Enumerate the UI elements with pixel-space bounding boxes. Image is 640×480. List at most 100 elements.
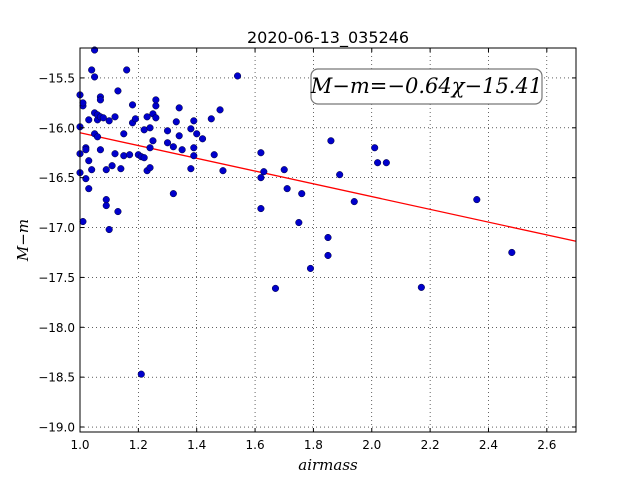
annotation-box [310,68,543,105]
data-point [82,146,90,154]
data-point [350,198,358,206]
data-point [234,72,242,80]
data-point [374,159,382,167]
data-point [105,117,113,125]
data-point [108,162,116,170]
data-point [193,130,201,138]
data-point [257,174,265,182]
data-point [102,166,110,174]
x-tick-label: 1.4 [187,438,206,452]
y-tick-label: −16.0 [38,121,75,135]
data-point [198,135,207,143]
x-tick-label: 2.0 [362,438,381,452]
data-point [102,196,110,204]
y-tick-label: −16.5 [38,171,75,185]
data-point [178,146,186,154]
data-point [219,167,227,175]
x-tick-label: 1.6 [246,438,265,452]
data-point [143,113,151,121]
x-tick-label: 2.4 [479,438,498,452]
data-point [88,66,96,74]
data-point [85,185,93,193]
data-point [216,106,224,114]
data-point [146,124,154,132]
data-point [91,73,99,81]
data-point [111,150,119,158]
x-axis-label: airmass [298,456,358,474]
data-point [336,171,344,179]
data-point [324,233,332,242]
data-point [295,218,303,227]
x-tick-label: 1.0 [70,438,89,452]
data-point [187,125,195,133]
data-point [172,118,180,126]
data-point [120,130,128,138]
data-point [85,116,93,124]
data-point [169,190,177,198]
data-point [508,248,516,257]
data-point [271,284,280,292]
data-point [327,137,335,145]
data-point [99,114,107,122]
data-point [114,208,122,216]
data-point [473,196,481,204]
data-point [169,143,177,151]
ticks: 1.0 1.2 1.4 1.6 1.8 2.0 2.2 2.4 2.6 −15.5 −16.0 −16… [38,48,576,452]
chart-title: 2020-06-13_035246 [247,28,409,48]
data-point [175,104,183,112]
data-point [190,144,198,152]
plot-area: M−m=−0.64χ−15.41 1.0 1.2 1.4 1.6 1.8 2.0 2.2 2.… [38,46,577,452]
data-point [382,159,390,167]
data-point [79,99,87,107]
data-point [128,101,137,109]
y-tick-label: −19.0 [38,421,75,435]
data-point [88,166,96,174]
data-point [111,113,119,121]
data-point [298,190,306,198]
data-point [85,157,93,165]
data-point [257,205,265,213]
data-point [210,151,218,159]
data-point [140,154,148,162]
data-point [120,152,128,160]
y-tick-label: −17.0 [38,221,75,235]
data-point [146,164,154,172]
data-point [175,132,183,140]
data-point [152,96,160,104]
data-point [371,144,379,152]
x-tick-label: 2.2 [421,438,440,452]
y-tick-label: −18.0 [38,321,75,335]
data-point [190,152,198,160]
data-point [152,114,160,122]
data-point [417,283,425,291]
y-tick-label: −15.5 [38,71,75,85]
fit-line [79,132,577,242]
data-point [152,102,160,110]
x-tick-label: 1.8 [304,438,323,452]
data-point [257,149,265,157]
data-point [105,225,113,234]
data-point [102,202,110,210]
data-point [117,165,125,173]
fit-line-group [79,132,577,242]
data-point [96,146,104,154]
fit-annotation: M−m=−0.64χ−15.41 [310,68,543,105]
x-tick-label: 2.6 [537,438,556,452]
axes-frame [79,47,577,433]
data-point [79,217,87,226]
data-point [280,166,288,174]
data-point [82,175,90,183]
data-point [126,151,134,159]
data-point [137,370,145,378]
y-axis-label: M−m [14,219,32,262]
data-point [149,137,157,145]
data-point [306,264,315,272]
data-point [146,144,154,152]
data-point [123,66,131,74]
y-tick-label: −17.5 [38,271,75,285]
data-point [163,139,172,147]
data-point [163,127,172,135]
data-point [260,168,268,176]
data-point [324,251,332,260]
data-point [131,115,139,123]
